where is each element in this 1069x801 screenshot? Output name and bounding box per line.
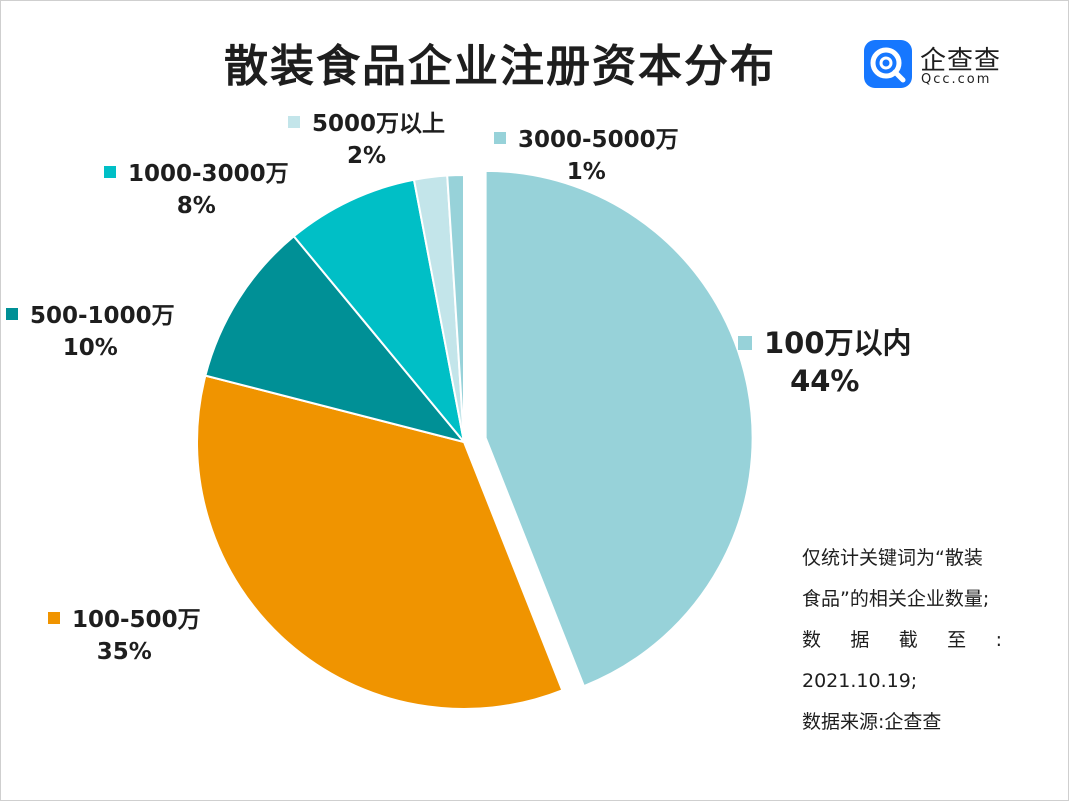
brand-domain: Qcc.com bbox=[921, 72, 992, 87]
pie-slice-under-100w bbox=[484, 169, 754, 688]
legend-swatch-100-500w bbox=[48, 612, 60, 624]
slice-name-3000-5000w: 3000-5000万 bbox=[518, 127, 679, 153]
note-char: 据 bbox=[850, 629, 870, 651]
legend-swatch-1000-3000w bbox=[104, 166, 116, 178]
brand-name: 企查查 bbox=[920, 46, 1002, 76]
legend-swatch-3000-5000w bbox=[494, 132, 506, 144]
pie-slice-3000-5000w bbox=[446, 173, 465, 443]
note-char: 数 bbox=[802, 629, 822, 651]
slice-value-under-100w: 44% bbox=[790, 364, 860, 398]
note-line-5: 数据来源:企查查 bbox=[802, 711, 942, 733]
qcc-logo-icon bbox=[864, 40, 912, 88]
data-note: 仅统计关键词为“散装 食品”的相关企业数量; 数 据 截 至 : 2021.10… bbox=[802, 538, 1024, 743]
note-line-4: 2021.10.19; bbox=[802, 670, 918, 692]
slice-label-over-5000w: 5000万以上 2% bbox=[288, 108, 445, 172]
slice-name-1000-3000w: 1000-3000万 bbox=[128, 161, 289, 187]
legend-swatch-under-100w bbox=[738, 336, 752, 350]
slice-value-over-5000w: 2% bbox=[346, 143, 387, 169]
slice-label-500-1000w: 500-1000万 10% bbox=[6, 300, 175, 364]
slice-value-100-500w: 35% bbox=[96, 639, 152, 665]
note-line-2: 食品”的相关企业数量; bbox=[802, 588, 990, 610]
note-char: : bbox=[995, 629, 1002, 651]
legend-swatch-over-5000w bbox=[288, 116, 300, 128]
legend-swatch-500-1000w bbox=[6, 308, 18, 320]
slice-name-100-500w: 100-500万 bbox=[72, 607, 201, 633]
note-char: 截 bbox=[898, 629, 918, 651]
slice-value-1000-3000w: 8% bbox=[176, 193, 216, 219]
slice-value-3000-5000w: 1% bbox=[566, 159, 606, 185]
note-line-3: 数 据 截 至 : bbox=[802, 620, 1002, 661]
slice-name-under-100w: 100万以内 bbox=[764, 326, 912, 360]
note-line-1: 仅统计关键词为“散装 bbox=[802, 547, 983, 569]
slice-name-over-5000w: 5000万以上 bbox=[312, 111, 446, 137]
slice-label-100-500w: 100-500万 35% bbox=[48, 604, 201, 668]
chart-title: 散装食品企业注册资本分布 bbox=[224, 41, 776, 92]
pie-slice-100-500w bbox=[196, 374, 564, 710]
slice-value-500-1000w: 10% bbox=[62, 335, 118, 361]
slice-label-1000-3000w: 1000-3000万 8% bbox=[104, 158, 289, 222]
slice-label-3000-5000w: 3000-5000万 1% bbox=[494, 124, 679, 188]
pie-slice-500-1000w bbox=[204, 234, 467, 444]
note-char: 至 bbox=[947, 629, 967, 651]
slice-name-500-1000w: 500-1000万 bbox=[30, 303, 175, 329]
pie-slice-1000-3000w bbox=[292, 178, 465, 443]
slice-label-under-100w: 100万以内 44% bbox=[738, 324, 912, 400]
